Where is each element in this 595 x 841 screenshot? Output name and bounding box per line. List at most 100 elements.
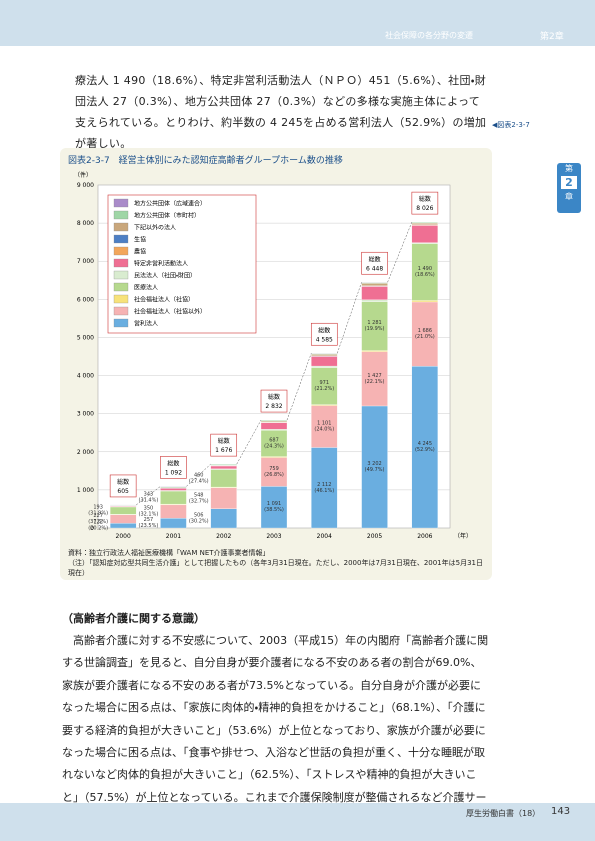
value-label-share: (26.8%) bbox=[264, 472, 284, 478]
value-label-number: 1 686 bbox=[418, 328, 432, 334]
value-label-number: 759 bbox=[269, 466, 279, 472]
total-label: 1 676 bbox=[215, 447, 232, 454]
legend-swatch bbox=[113, 282, 129, 292]
total-title: 総数 bbox=[268, 393, 280, 401]
bar-segment bbox=[411, 225, 439, 243]
value-label-number: 350 bbox=[144, 506, 154, 512]
value-label-number: 1 281 bbox=[367, 320, 381, 326]
tab-top: 第 bbox=[565, 164, 573, 173]
total-title: 総数 bbox=[369, 255, 381, 263]
value-label-share: (37.5%) bbox=[88, 519, 108, 525]
bar-segment bbox=[210, 469, 237, 488]
value-label-share: (24.0%) bbox=[314, 427, 334, 433]
value-label-number: 460 bbox=[194, 472, 204, 478]
total-label: 6 448 bbox=[366, 265, 383, 272]
y-tick-label: 5 000 bbox=[77, 334, 94, 341]
total-box bbox=[411, 191, 439, 215]
total-label: 2 832 bbox=[265, 403, 282, 410]
legend-label: 生協 bbox=[134, 236, 146, 244]
value-label-share: (30.2%) bbox=[189, 518, 209, 524]
value-label: 193 (31.9%) bbox=[88, 505, 108, 517]
bar-segment bbox=[260, 429, 288, 431]
header-section: 社会保障の各分野の変遷 bbox=[385, 31, 473, 40]
value-label: 548 (32.7%) bbox=[189, 492, 209, 504]
total-label: 1 092 bbox=[165, 469, 182, 476]
value-label-share: (23.5%) bbox=[139, 523, 159, 529]
tab-bottom: 章 bbox=[565, 192, 573, 201]
value-label: 3 202 (49.7%) bbox=[365, 461, 385, 473]
x-tick-label: 2002 bbox=[216, 533, 231, 540]
value-label-share: (46.1%) bbox=[314, 488, 334, 494]
bar-segment bbox=[210, 508, 237, 529]
value-label-number: 2 112 bbox=[317, 482, 331, 488]
value-label-share: (31.9%) bbox=[88, 511, 108, 517]
value-label-number: 548 bbox=[194, 492, 204, 498]
value-label: 687 (24.3%) bbox=[264, 437, 284, 449]
value-label-number: 4 245 bbox=[418, 441, 432, 447]
bar-segment bbox=[311, 365, 338, 368]
legend-swatch bbox=[113, 270, 129, 280]
value-label: 227 (37.5%) bbox=[88, 513, 108, 525]
total-label: 605 bbox=[117, 488, 129, 495]
legend-swatch bbox=[113, 246, 129, 256]
total-title: 総数 bbox=[318, 326, 330, 334]
bar-segment bbox=[411, 242, 439, 244]
value-label-number: 971 bbox=[320, 380, 330, 386]
value-label-share: (21.2%) bbox=[314, 386, 334, 392]
bar-segment bbox=[109, 523, 137, 529]
bar-segment bbox=[411, 300, 439, 303]
total-box bbox=[361, 251, 388, 275]
value-label: 971 (21.2%) bbox=[314, 380, 334, 392]
total-box bbox=[160, 456, 187, 479]
y-tick-label: 6 000 bbox=[77, 296, 94, 303]
value-label-share: (32.7%) bbox=[189, 498, 209, 504]
legend-label: 社会福祉法人（社協） bbox=[134, 296, 194, 304]
bar-segment bbox=[411, 301, 439, 367]
value-label-share: (19.9%) bbox=[365, 326, 385, 332]
section-text: 高齢者介護に対する不安感について、2003（平成15）年の内閣府「高齢者介護に関… bbox=[62, 634, 489, 804]
note: （注）「認知症対応型共同生活介護」として把握したもの（各年3月31日現在。ただし… bbox=[68, 559, 483, 577]
bar-segment bbox=[210, 487, 237, 509]
legend-label: 民法法人（社団・財団） bbox=[134, 272, 196, 280]
value-label-share: (31.4%) bbox=[139, 498, 159, 504]
total-title: 総数 bbox=[167, 459, 179, 467]
bar-segment bbox=[361, 286, 388, 300]
value-label: 1 427 (22.1%) bbox=[365, 373, 385, 385]
legend-label: 下記以外の法人 bbox=[134, 224, 176, 232]
y-tick-label: 0 bbox=[90, 525, 94, 532]
total-box bbox=[260, 389, 288, 413]
y-tick-label: 2 000 bbox=[77, 449, 94, 456]
footer-page: 143 bbox=[551, 806, 571, 817]
bar-segment bbox=[411, 222, 439, 225]
legend-swatch bbox=[113, 234, 129, 244]
value-label-number: 506 bbox=[194, 512, 204, 518]
legend-swatch bbox=[113, 318, 129, 328]
header-band bbox=[0, 0, 595, 46]
value-label-number: 257 bbox=[144, 517, 154, 523]
footer-band bbox=[0, 803, 595, 841]
notes: 資料：独立行政法人福祉医療機構「WAM NET介護事業者情報」 （注）「認知症対… bbox=[68, 548, 488, 578]
value-label: 257 (23.5%) bbox=[139, 517, 159, 529]
footer-book: 厚生労働白書（18） bbox=[466, 809, 541, 818]
legend-label: 農協 bbox=[134, 248, 146, 256]
value-label: 343 (31.4%) bbox=[139, 492, 159, 504]
value-label-share: (38.5%) bbox=[264, 507, 284, 513]
value-label: 1 101 (24.0%) bbox=[314, 421, 334, 433]
y-tick-label: 8 000 bbox=[77, 220, 94, 227]
value-label-number: 687 bbox=[269, 437, 279, 443]
total-label: 8 026 bbox=[416, 205, 433, 212]
y-tick-label: 4 000 bbox=[77, 373, 94, 380]
value-label: 4 245 (52.9%) bbox=[415, 441, 435, 453]
total-title: 総数 bbox=[419, 195, 431, 203]
value-label-share: (21.0%) bbox=[415, 334, 435, 340]
bar-segment bbox=[361, 301, 388, 351]
header-chapter: 第2章 bbox=[540, 32, 564, 42]
legend-label: 社会福祉法人（社協以外） bbox=[134, 308, 206, 316]
legend-swatch bbox=[113, 294, 129, 304]
bar-segment bbox=[160, 490, 187, 505]
legend-label: 営利法人 bbox=[134, 320, 158, 328]
value-label: 1 091 (38.5%) bbox=[264, 501, 284, 513]
value-label: 759 (26.8%) bbox=[264, 466, 284, 478]
x-tick-label: 2003 bbox=[266, 533, 281, 540]
